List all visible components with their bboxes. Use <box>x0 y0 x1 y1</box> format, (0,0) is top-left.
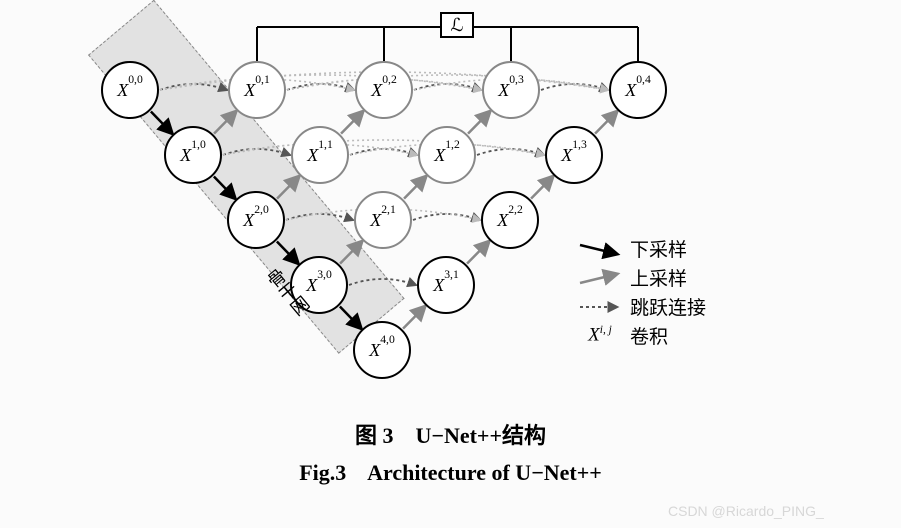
node-X11: X1,1 <box>291 126 349 184</box>
node-X40: X4,0 <box>353 321 411 379</box>
node-X31: X3,1 <box>417 256 475 314</box>
node-X21: X2,1 <box>354 191 412 249</box>
node-X20: X2,0 <box>227 191 285 249</box>
node-X12: X1,2 <box>418 126 476 184</box>
legend-row-skip: 跳跃连接 <box>570 293 706 320</box>
caption-cn-prefix: 图 3 <box>355 423 394 448</box>
node-X02: X0,2 <box>355 61 413 119</box>
loss-box: ℒ <box>440 12 474 38</box>
node-X03: X0,3 <box>482 61 540 119</box>
node-X00: X0,0 <box>101 61 159 119</box>
backbone-box <box>88 0 405 354</box>
unet-pp-diagram: X0,0 X0,1 X0,2 X0,3 X0,4 X1,0 X1,1 X1,2 X1,3 X2,0… <box>0 0 901 400</box>
node-X04: X0,4 <box>609 61 667 119</box>
node-X10: X1,0 <box>164 126 222 184</box>
caption-en-prefix: Fig.3 <box>299 460 346 485</box>
legend-row-conv: Xi, j卷积 <box>570 322 706 349</box>
node-X13: X1,3 <box>545 126 603 184</box>
caption-en-text: Architecture of U−Net++ <box>367 460 602 485</box>
caption-cn-text: U−Net++结构 <box>416 423 546 448</box>
legend-row-down: 下采样 <box>570 235 706 262</box>
legend: 下采样上采样跳跃连接Xi, j卷积 <box>570 235 706 351</box>
legend-row-up: 上采样 <box>570 264 706 291</box>
node-X22: X2,2 <box>481 191 539 249</box>
node-X01: X0,1 <box>228 61 286 119</box>
watermark: CSDN @Ricardo_PING_ <box>668 503 824 519</box>
figure-caption: 图 3 U−Net++结构 Fig.3 Architecture of U−Ne… <box>0 418 901 486</box>
